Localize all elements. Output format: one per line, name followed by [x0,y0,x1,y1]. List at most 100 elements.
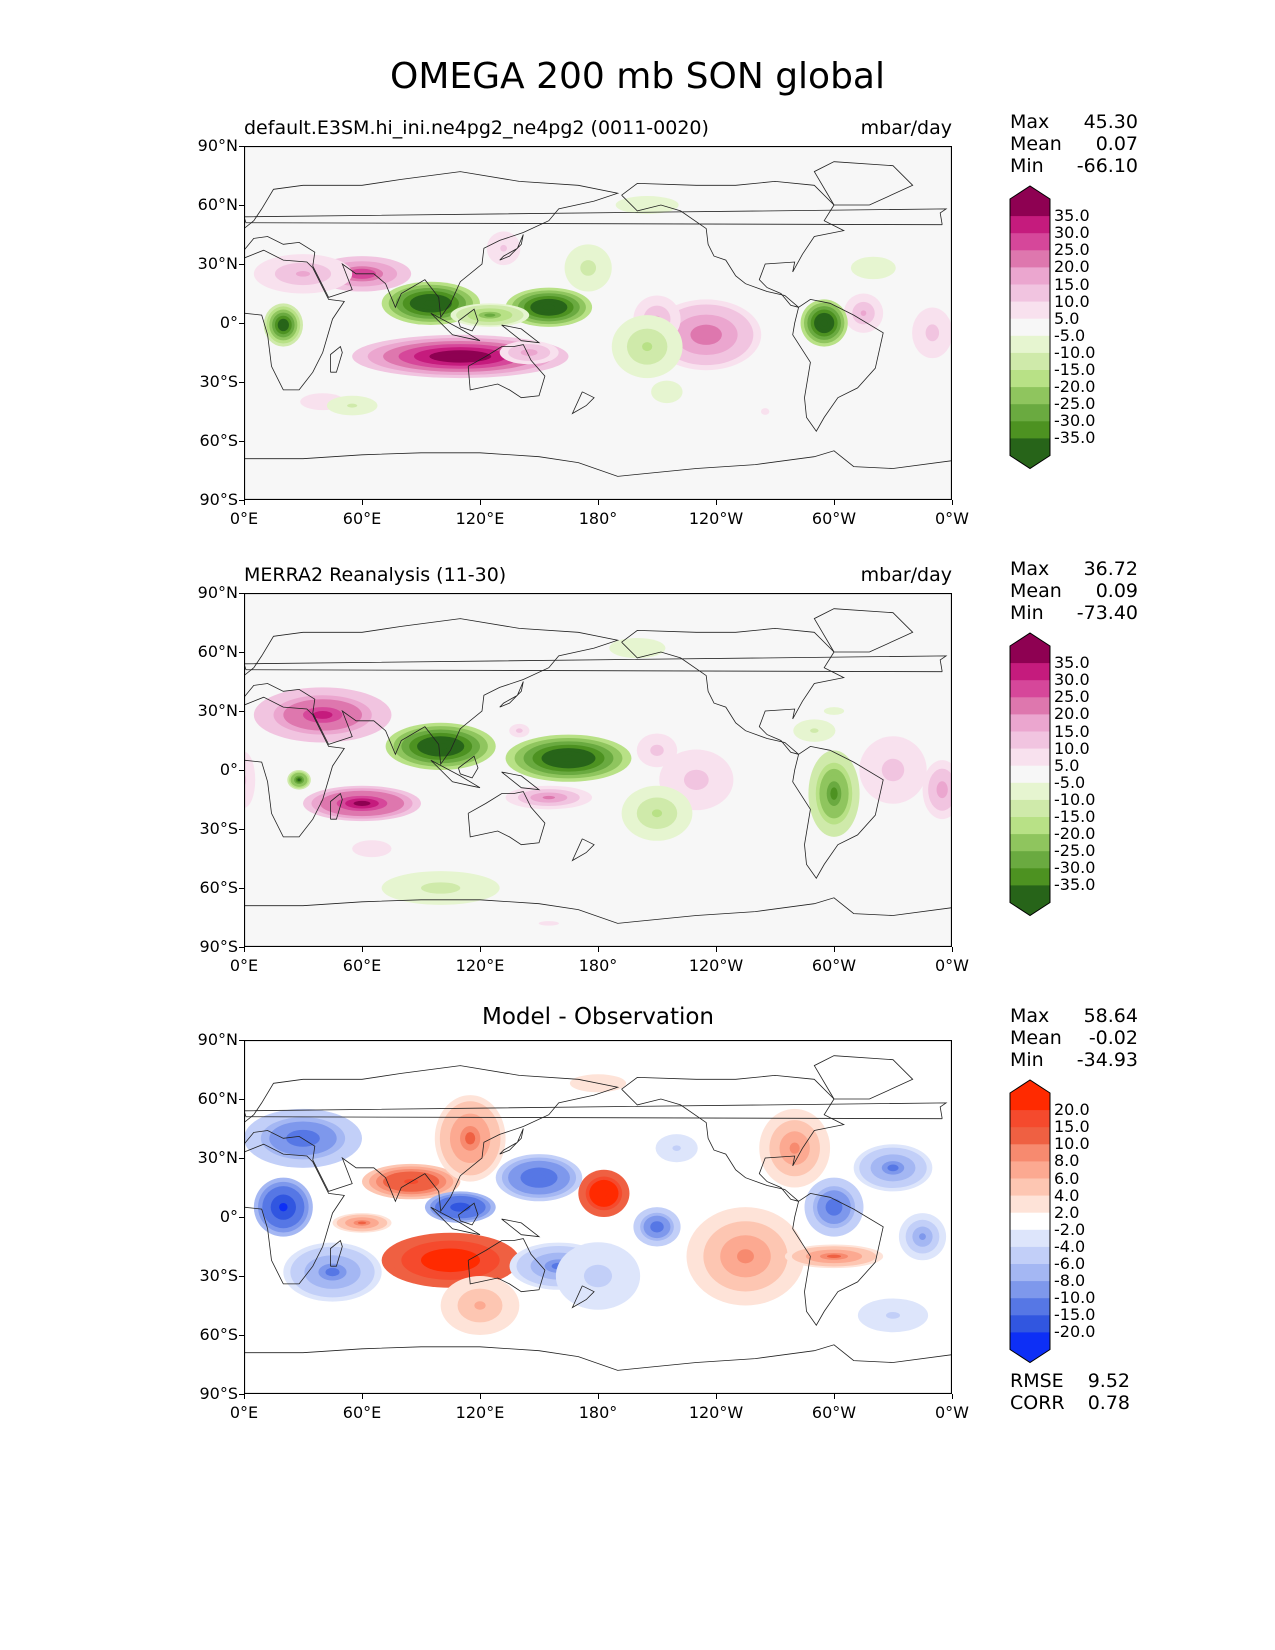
coastline-1 [244,1065,620,1213]
colorbar-tick-label: 5.0 [1054,308,1080,328]
stat-row-min: Min -66.10 [1010,155,1138,177]
colorbar-tick-label: 15.0 [1054,274,1090,294]
stat-row-min: Min -73.40 [1010,602,1138,624]
contour-blob-7 [912,307,952,359]
contour-blob-6 [686,1207,805,1306]
contour-blob-13 [505,287,593,327]
contour-blob-3 [499,340,559,365]
lat-tick-label: 30°S [199,372,238,391]
lon-tick-mark [716,947,717,952]
colorbar-segment [1010,697,1050,715]
coastline-4 [458,755,479,779]
colorbar-tick-label: -15.0 [1054,807,1096,826]
stats-block-reference: Max 36.72 Mean 0.09 Min -73.40 [1010,558,1138,624]
contour-level [860,310,867,316]
contour-level [919,1233,926,1241]
stat-row-max: Max 45.30 [1010,111,1138,133]
lon-tick-label: 60°E [342,1403,382,1422]
coastline-0 [244,249,345,391]
plot-frame [244,593,952,947]
contour-blob-15 [793,719,836,742]
coastline-12 [244,1102,948,1120]
contour-blob-7 [784,1244,884,1269]
contour-blob-13 [424,1191,496,1223]
lon-tick-label: 0°E [229,1403,259,1422]
panel-title-difference: Model - Observation [481,1004,715,1030]
lon-tick-mark [716,500,717,505]
lat-tick-label: 60°N [197,195,238,214]
stat-row-max: Max 36.72 [1010,558,1138,580]
contour-level [760,408,770,415]
contour-level [662,389,671,395]
colorbar-segment [1010,1212,1050,1231]
contour-level [630,645,645,651]
colorbar-segment [1010,1298,1050,1316]
colorbar-extend-min [1010,455,1050,469]
colorbar-tick-label: -35.0 [1054,875,1096,895]
contour-blob-18 [381,871,500,905]
lat-tick-mark [239,1276,244,1277]
contour-blob-20 [850,256,896,280]
colorbar-tick-label: -20.0 [1054,824,1096,844]
colorbar-difference [1009,1079,1051,1364]
lat-tick-label: 30°N [197,1148,238,1167]
contour-blob-11 [244,1108,362,1168]
coastline-2 [467,344,546,399]
contour-blob-16 [621,785,693,841]
colorbar-tick-label: 4.0 [1054,1185,1080,1205]
lon-tick-mark [480,1394,481,1399]
lat-tick-mark [239,829,244,830]
lon-tick-mark [834,1394,835,1399]
colorbar-tick-label: -10.0 [1054,789,1096,809]
colorbar-segment [1010,267,1050,285]
lon-tick-mark [716,1394,717,1399]
contour-blob-14 [808,750,860,837]
colorbar-tick-label: 30.0 [1054,223,1090,243]
lat-tick-label: 30°N [197,701,238,720]
lon-tick-mark [598,500,599,505]
lon-tick-label: 0°E [229,956,259,975]
lat-tick-label: 90°N [197,1030,238,1049]
contour-blob-0 [381,1232,520,1288]
stat-value: 36.72 [1083,558,1138,580]
lat-tick-label: 60°S [199,878,238,897]
contour-level [828,709,840,713]
contour-blob-12 [381,281,480,325]
colorbar-tick-label: 25.0 [1054,240,1090,260]
lat-tick-mark [239,711,244,712]
lat-tick-mark [239,1040,244,1041]
contour-level [312,711,333,719]
lat-tick-label: 60°N [197,642,238,661]
contour-blob-11 [385,722,496,770]
colorbar-tick-label: -10.0 [1054,1288,1096,1308]
colorbar-segment [1010,421,1050,439]
lat-tick-mark [239,264,244,265]
lon-tick-mark [244,1394,245,1399]
lat-tick-mark [239,1335,244,1336]
colorbar-extend-min [1010,1349,1050,1363]
contour-level [651,809,663,818]
colorbar-segment [1010,250,1050,268]
colorbar-segment [1010,1332,1050,1350]
colorbar-segment [1010,284,1050,303]
lon-tick-label: 60°W [811,956,857,975]
colorbar-segment [1010,663,1050,681]
stat-row-mean: Mean 0.09 [1010,580,1138,602]
lon-tick-mark [244,500,245,505]
contour-level [672,1145,681,1151]
colorbar-tick-label: -15.0 [1054,1305,1096,1325]
contour-level [297,778,301,782]
lat-tick-label: 60°S [199,431,238,450]
coastline-7 [330,792,343,820]
contour-level [430,885,451,891]
plot-frame [244,146,952,500]
lon-tick-mark [952,500,953,505]
contour-blob-16 [611,315,683,379]
colorbar-tick-label: 35.0 [1054,653,1090,673]
contour-level [887,1164,899,1172]
contour-level [325,1267,340,1277]
metrics-block: RMSE 9.52 CORR 0.78 [1010,1370,1130,1414]
contour-blob-8 [922,760,952,820]
lon-tick-mark [952,947,953,952]
contour-level [294,1134,312,1143]
